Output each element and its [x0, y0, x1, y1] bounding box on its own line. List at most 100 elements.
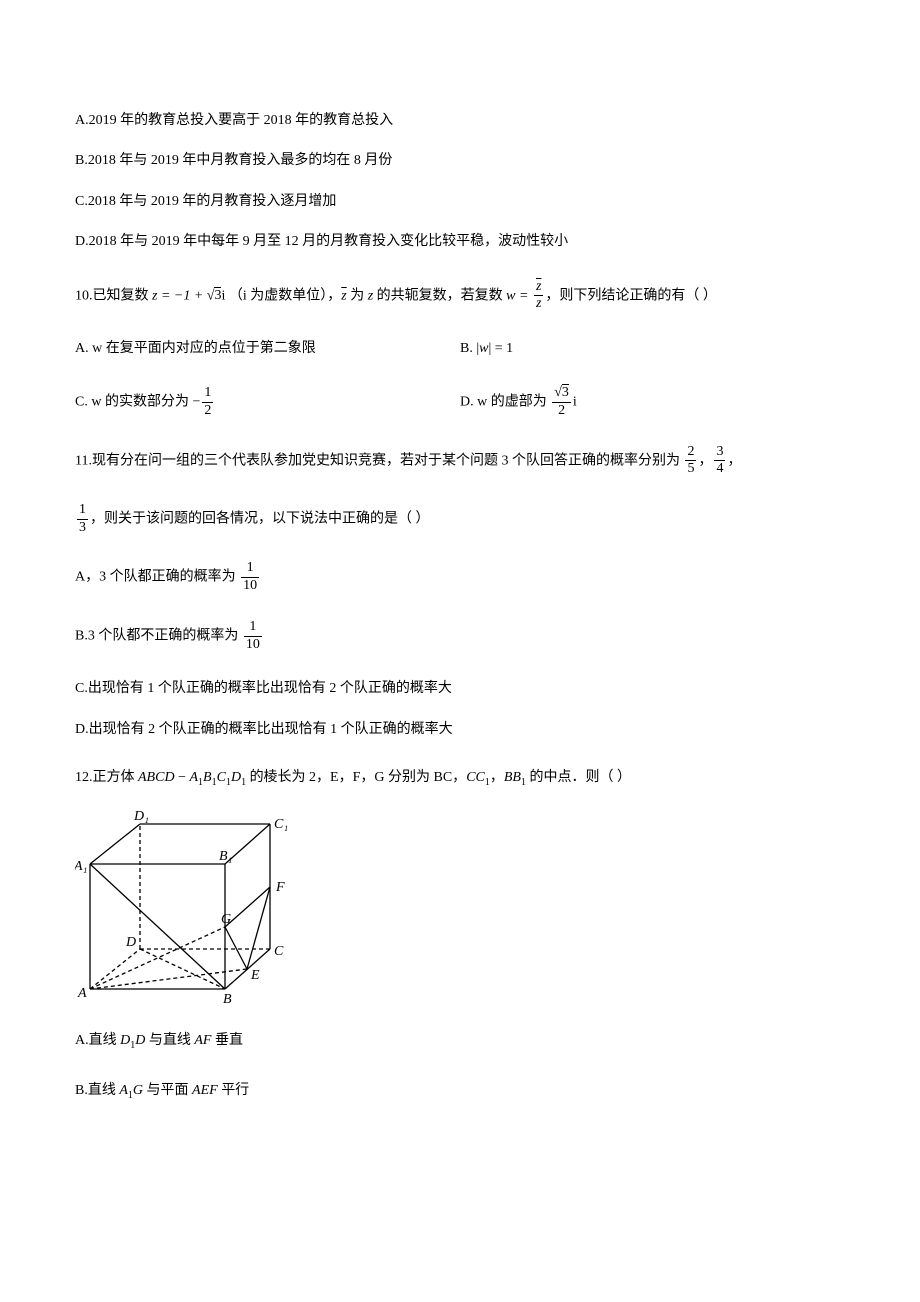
svg-text:B: B: [223, 992, 232, 1004]
q11-b-frac: 110: [244, 620, 262, 652]
q12-cube-b2: B: [203, 770, 212, 785]
q10-d-den: 2: [552, 402, 571, 419]
svg-text:C₁: C₁: [274, 817, 288, 832]
q10-c-den: 2: [202, 402, 213, 419]
q11-p1: 25: [685, 445, 696, 477]
q10-d-frac: √32: [552, 386, 571, 418]
svg-text:F: F: [275, 880, 285, 895]
q11-sep2: ，: [727, 453, 741, 468]
q11-option-a: A，3 个队都正确的概率为 110: [75, 561, 845, 593]
q11-b-num: 1: [244, 620, 262, 636]
svg-text:D₁: D₁: [133, 809, 149, 824]
q10-stem: 10.已知复数 z = −1 + √3i （i 为虚数单位），z 为 z 的共轭…: [75, 280, 845, 312]
q10-a-text: A. w 在复平面内对应的点位于第二象限: [75, 341, 316, 356]
q11-a-den: 10: [241, 577, 259, 594]
q10-option-a: A. w 在复平面内对应的点位于第二象限: [75, 338, 460, 360]
q11-option-d: D.出现恰有 2 个队正确的概率比出现恰有 1 个队正确的概率大: [75, 719, 845, 741]
q11-option-c: C.出现恰有 1 个队正确的概率比出现恰有 2 个队正确的概率大: [75, 678, 845, 700]
q11-a-frac: 110: [241, 561, 259, 593]
q10-stem-pre: 10.已知复数: [75, 288, 152, 303]
q11-a-num: 1: [241, 561, 259, 577]
q12-stem-post: 的中点．则（ ）: [526, 770, 631, 785]
q11-stem-post: ，则关于该问题的回各情况，以下说法中正确的是（ ）: [90, 511, 430, 526]
q12-cc: CC: [466, 770, 485, 785]
q10-frac-den: z: [534, 295, 543, 312]
q12-b-aef: AEF: [192, 1083, 218, 1098]
q11-stem-line2: 13，则关于该问题的回各情况，以下说法中正确的是（ ）: [75, 503, 845, 535]
q11-a-pre: A，3 个队都正确的概率为: [75, 570, 239, 585]
q12-b-pre: B.直线: [75, 1083, 119, 1098]
svg-text:C: C: [274, 944, 284, 959]
q11-stem-pre: 11.现有分在问一组的三个代表队参加党史知识竞赛，若对于某个问题 3 个队回答正…: [75, 453, 683, 468]
q12-b-g: G: [133, 1083, 143, 1098]
svg-text:B₁: B₁: [219, 849, 232, 864]
q12-b-a1: A: [119, 1083, 128, 1098]
q12-bb: BB: [504, 770, 521, 785]
q10-c-frac: 12: [202, 386, 213, 418]
q9-option-a: A.2019 年的教育总投入要高于 2018 年的教育总投入: [75, 110, 845, 132]
svg-text:E: E: [250, 968, 260, 983]
q12-stem-mid: 的棱长为 2，E，F，G 分别为 BC，: [246, 770, 466, 785]
q12-stem-pre: 12.正方体: [75, 770, 138, 785]
q10-options-row1: A. w 在复平面内对应的点位于第二象限 B. |w| = 1: [75, 338, 845, 360]
q10-w-frac: zz: [534, 280, 543, 312]
q10-option-d: D. w 的虚部为 √32i: [460, 386, 845, 418]
svg-text:G: G: [221, 912, 231, 927]
q10-options-row2: C. w 的实数部分为 −12 D. w 的虚部为 √32i: [75, 386, 845, 418]
q10-c-pre: C. w 的实数部分为 −: [75, 395, 200, 410]
q9-option-c: C.2018 年与 2019 年的月教育投入逐月增加: [75, 191, 845, 213]
q12-option-a: A.直线 D1D 与直线 AF 垂直: [75, 1030, 845, 1054]
q11-p1-num: 2: [685, 445, 696, 461]
q10-option-c: C. w 的实数部分为 −12: [75, 386, 460, 418]
q12-option-b: B.直线 A1G 与平面 AEF 平行: [75, 1080, 845, 1104]
q12-cube-diagram: A B C D A₁ B₁ C₁ D₁ E F G: [75, 809, 845, 1012]
q10-option-b: B. |w| = 1: [460, 338, 845, 360]
q11-p3-den: 3: [77, 519, 88, 536]
q11-p3: 13: [77, 503, 88, 535]
q10-mid3: 的共轭复数，若复数: [373, 288, 506, 303]
q11-stem-line1: 11.现有分在问一组的三个代表队参加党史知识竞赛，若对于某个问题 3 个队回答正…: [75, 445, 845, 477]
q9-option-d: D.2018 年与 2019 年中每年 9 月至 12 月的月教育投入变化比较平…: [75, 231, 845, 253]
q12-cube-b: A: [189, 770, 198, 785]
q10-frac-num: z: [534, 280, 543, 296]
q10-d-post: i: [573, 395, 577, 410]
q11-option-b: B.3 个队都不正确的概率为 110: [75, 620, 845, 652]
q10-d-sqrt3: 3: [562, 384, 569, 400]
q12-a-d: D: [135, 1033, 145, 1048]
svg-text:D: D: [125, 935, 136, 950]
q11-sep1: ，: [698, 453, 712, 468]
q12-cube-b3: C: [217, 770, 226, 785]
q11-b-pre: B.3 个队都不正确的概率为: [75, 628, 242, 643]
q10-z-pre: z = −1 +: [152, 288, 207, 303]
q12-a-mid: 与直线: [145, 1033, 194, 1048]
q10-c-num: 1: [202, 386, 213, 402]
q10-w-eq: w =: [506, 288, 532, 303]
q12-a-af: AF: [194, 1033, 211, 1048]
q12-a-post: 垂直: [211, 1033, 243, 1048]
q10-mid1: （i 为虚数单位），: [225, 288, 341, 303]
q12-b-mid: 与平面: [143, 1083, 192, 1098]
q11-p1-den: 5: [685, 460, 696, 477]
svg-text:A₁: A₁: [75, 859, 87, 874]
q10-d-num: √3: [552, 386, 571, 402]
q10-mid2: 为: [347, 288, 368, 303]
q11-b-den: 10: [244, 636, 262, 653]
q12-cube-a: ABCD: [138, 770, 175, 785]
q12-a-d1: D: [120, 1033, 130, 1048]
svg-text:A: A: [77, 986, 87, 1001]
cube-diagram-icon: A B C D A₁ B₁ C₁ D₁ E F G: [75, 809, 290, 1004]
q12-cube-sep: −: [175, 770, 190, 785]
q10-b-post: | = 1: [488, 341, 513, 356]
q12-cube-b4: D: [231, 770, 241, 785]
q10-stem-post: ，则下列结论正确的有（ ）: [545, 288, 717, 303]
q12-a-pre: A.直线: [75, 1033, 120, 1048]
q10-d-sqrt-icon: √: [554, 385, 562, 400]
q12-stem: 12.正方体 ABCD − A1B1C1D1 的棱长为 2，E，F，G 分别为 …: [75, 767, 845, 791]
q10-b-pre: B. |: [460, 341, 479, 356]
q11-p3-num: 1: [77, 503, 88, 519]
q12-b-post: 平行: [218, 1083, 250, 1098]
q10-d-pre: D. w 的虚部为: [460, 395, 550, 410]
q12-sep2: ，: [490, 770, 504, 785]
q11-p2-den: 4: [714, 460, 725, 477]
q9-option-b: B.2018 年与 2019 年中月教育投入最多的均在 8 月份: [75, 150, 845, 172]
